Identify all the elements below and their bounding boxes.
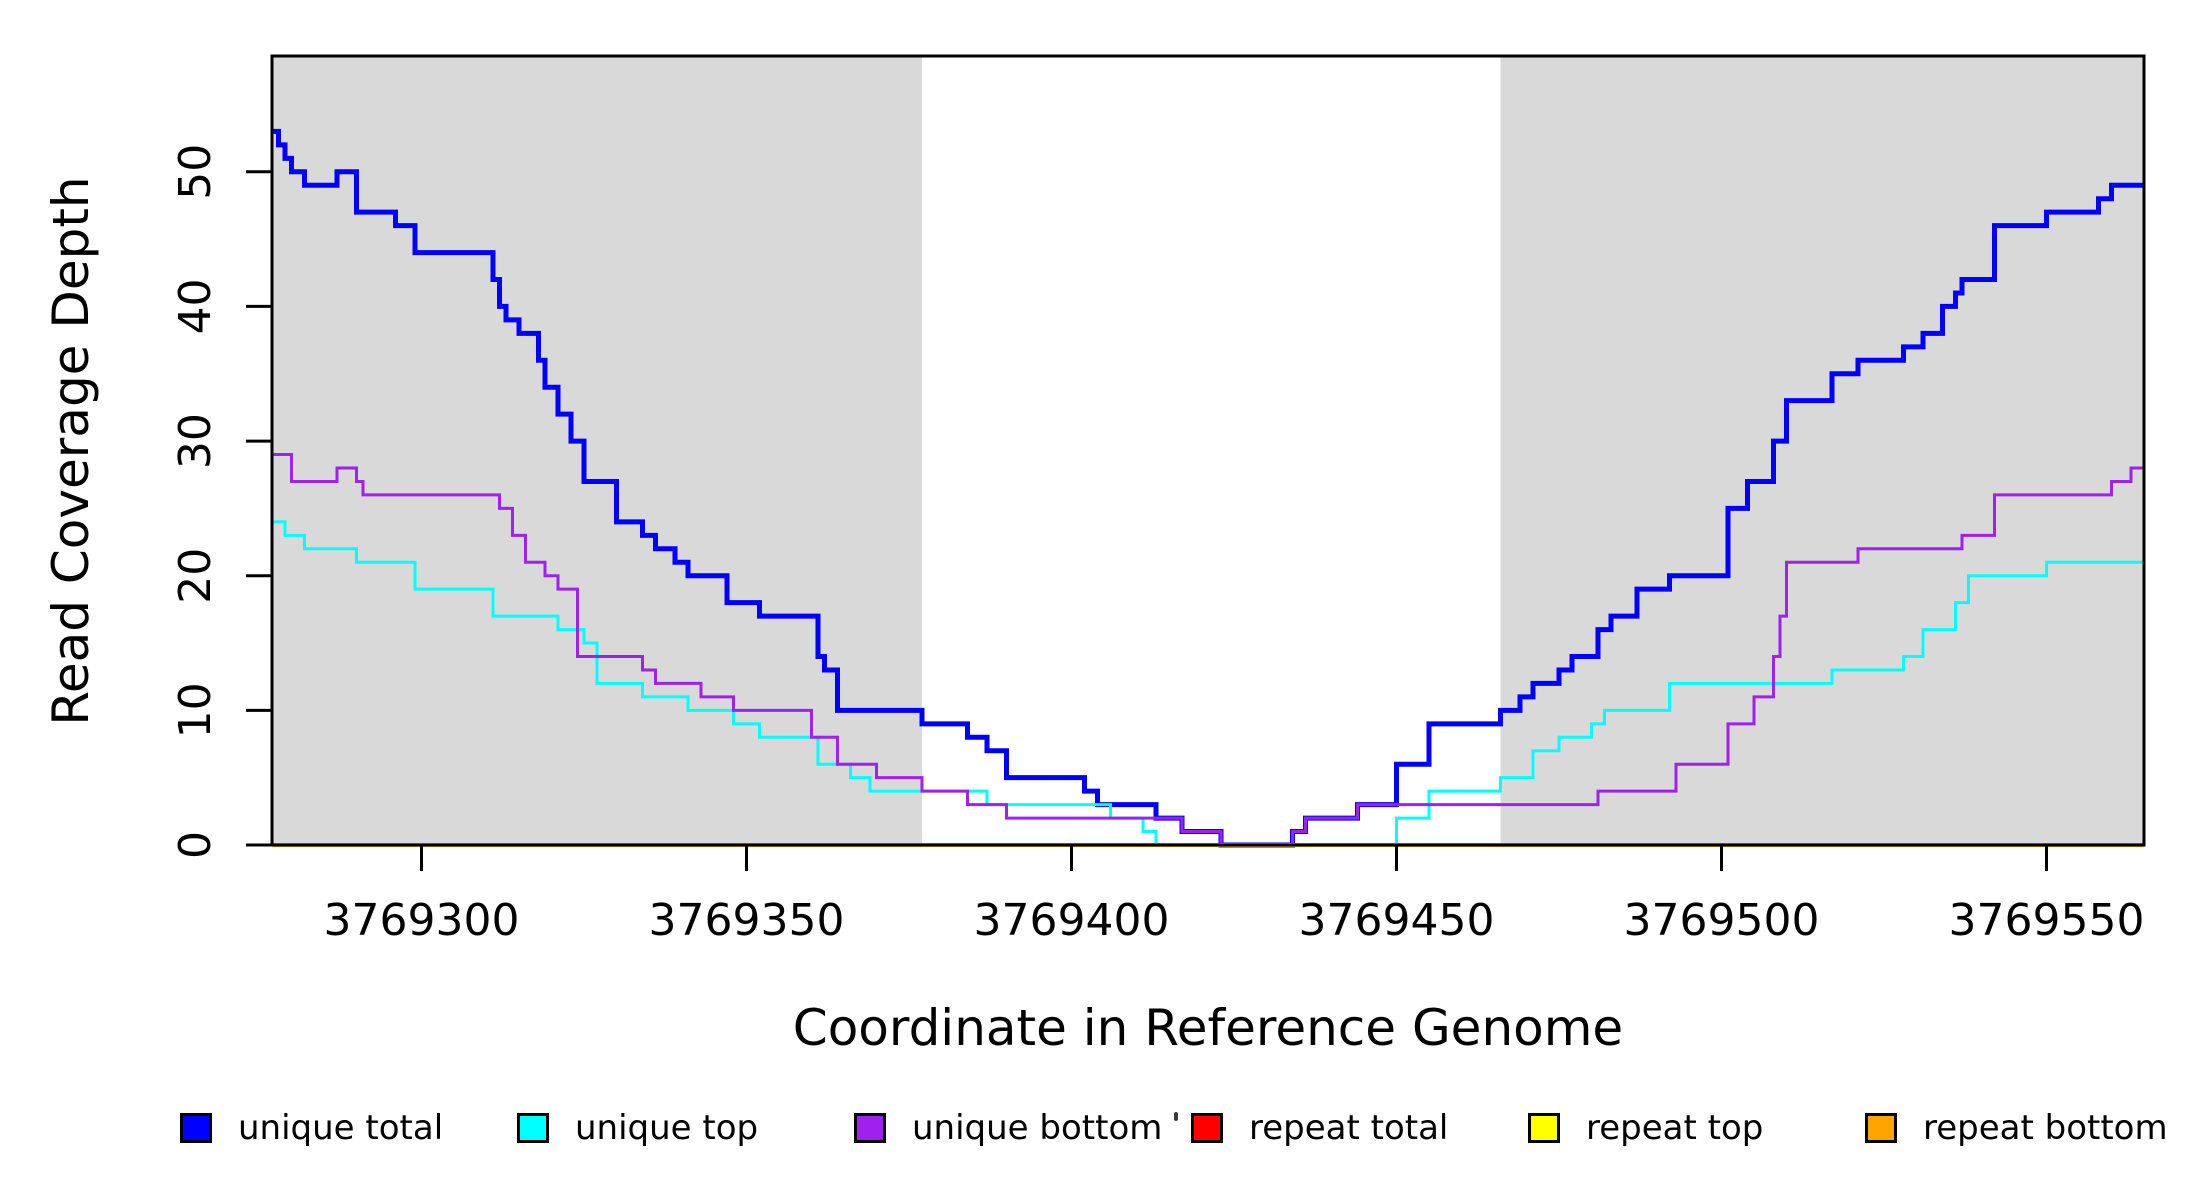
y-tick-label: 0 [170,831,221,859]
x-axis-title: Coordinate in Reference Genome [793,999,1623,1057]
legend-item-repeat-bottom: repeat bottom [1865,1108,2168,1148]
x-tick-label: 3769550 [1949,895,2145,946]
shaded-band [1500,56,2144,845]
y-tick-label: 40 [170,278,221,334]
shaded-regions [272,56,2144,845]
tick-labels: 3769300 3769350 3769400 3769450 3769500 37695… [170,144,2144,946]
legend-swatch-unique-bottom [854,1113,886,1143]
legend-item-repeat-top: repeat top [1528,1108,1763,1148]
legend-item-repeat-total: repeat total [1191,1108,1448,1148]
x-tick-label: 3769300 [324,895,520,946]
legend-swatch-repeat-bottom [1865,1113,1897,1143]
legend-swatch-repeat-total [1191,1113,1223,1143]
shaded-band [272,56,922,845]
legend-label: unique bottom [912,1108,1163,1148]
x-tick-label: 3769450 [1299,895,1495,946]
y-axis-title: Read Coverage Depth [42,176,100,725]
y-tick-label: 20 [170,548,221,604]
legend-label: unique top [575,1108,759,1148]
x-tick-label: 3769500 [1624,895,1820,946]
series-line-unique-top [272,520,2144,847]
legend-swatch-unique-total [180,1113,212,1143]
legend-item-unique-top: unique top [517,1108,758,1148]
series-line-unique-total [272,128,2144,848]
series-line-unique-bottom [272,453,2144,847]
legend-swatch-unique-top [517,1113,549,1143]
legend-label: repeat bottom [1923,1108,2168,1148]
stray-mark [1174,1112,1178,1121]
legend-label: repeat total [1249,1108,1449,1148]
legend-label: repeat top [1586,1108,1764,1148]
chart-legend: unique total unique top unique bottom repea… [0,0,2200,1148]
legend-item-unique-total: unique total [180,1108,443,1148]
plot-border [270,54,2146,847]
legend-label: unique total [238,1108,444,1148]
y-tick-label: 10 [170,682,221,738]
axes [246,54,2146,871]
y-tick-label: 50 [170,144,221,200]
x-tick-label: 3769400 [974,895,1170,946]
y-tick-label: 30 [170,413,221,469]
x-tick-label: 3769350 [649,895,845,946]
legend-item-unique-bottom: unique bottom [854,1108,1162,1148]
legend-swatch-repeat-top [1528,1113,1560,1143]
